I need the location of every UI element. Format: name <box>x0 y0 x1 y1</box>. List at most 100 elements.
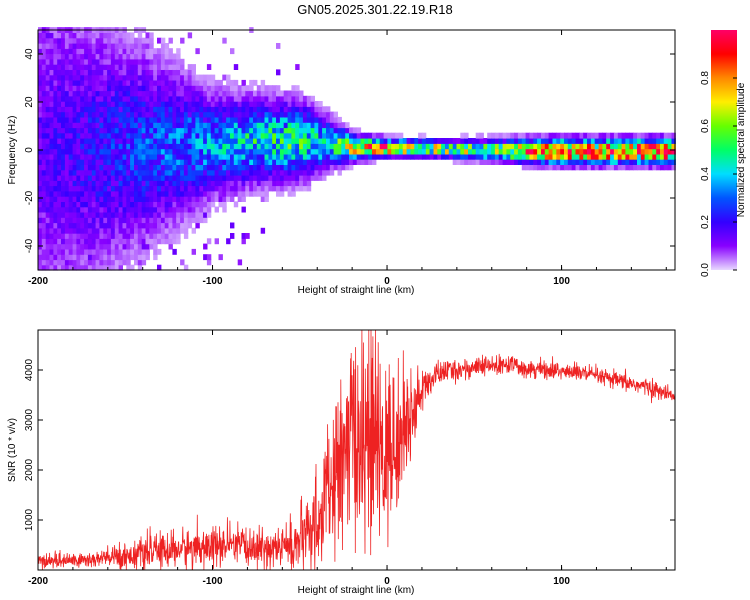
spectrogram-cell <box>107 222 112 229</box>
spectrogram-cell <box>203 79 208 86</box>
spectrogram-cell <box>276 90 281 97</box>
spectrogram-cell <box>199 217 204 224</box>
spectrogram-cell <box>360 132 365 139</box>
spectrogram-cell <box>103 111 108 118</box>
spectrogram-cell <box>429 143 434 150</box>
spectrogram-cell <box>310 138 315 144</box>
spectrogram-cell <box>38 259 43 266</box>
spectrogram-cell <box>299 95 304 102</box>
spectrogram-cell <box>141 106 147 113</box>
spectrogram-cell <box>195 132 200 139</box>
spectrogram-cell <box>594 148 600 155</box>
spectrogram-cell <box>134 254 139 261</box>
spectrogram-cell <box>38 201 43 208</box>
spectrogram-cell <box>72 48 77 55</box>
spectrogram-cell <box>180 180 185 187</box>
spectrogram-cell <box>110 227 116 234</box>
spectrogram-cell <box>187 32 193 39</box>
spectrogram-cell <box>260 90 266 97</box>
spectrogram-cell <box>68 211 74 218</box>
spectrogram-cell <box>176 185 181 192</box>
spectrogram-cell <box>183 101 189 107</box>
spectrogram-cell <box>191 217 196 224</box>
spectrogram-cell <box>241 95 246 102</box>
spectrogram-cell <box>494 159 500 165</box>
spectrogram-cell <box>456 153 461 160</box>
spectrogram-cell <box>114 116 120 123</box>
spectrogram-cell <box>241 138 246 144</box>
spectrogram-cell <box>64 201 70 208</box>
spectrogram-cell <box>191 132 196 139</box>
spectrogram-cell <box>652 164 657 171</box>
spectrogram-cell <box>187 74 193 81</box>
spectrogram-cell <box>110 153 116 160</box>
spectrogram-cell <box>318 127 323 134</box>
spectrogram-cell <box>264 101 269 107</box>
spectrogram-cell <box>326 122 331 129</box>
spectrogram-cell <box>118 175 123 181</box>
spectrogram-cell <box>606 132 611 139</box>
spectrogram-cell <box>191 190 196 197</box>
spectrogram-cell <box>49 79 54 86</box>
spectrogram-cell <box>126 122 131 129</box>
spectrogram-cell <box>137 106 143 113</box>
spectrogram-cell <box>95 206 100 213</box>
spectrogram-cell <box>356 132 362 139</box>
spectrogram-cell <box>491 148 496 155</box>
spectrogram-cell <box>141 53 147 60</box>
spectrogram-cell <box>164 201 170 208</box>
spectrogram-cell <box>314 148 319 155</box>
spectrogram-cell <box>176 90 181 97</box>
spectrogram-cell <box>122 248 127 255</box>
spectrogram-cell <box>49 106 54 113</box>
spectrogram-cell <box>145 248 150 255</box>
spectrogram-cell <box>264 153 269 160</box>
spectrogram-cell <box>283 185 289 192</box>
spectrogram-cell <box>103 43 108 49</box>
spectrogram-cell <box>95 85 100 92</box>
spectrogram-cell <box>157 64 162 70</box>
colorbar: 0.00.20.40.60.8 Normalized spectral ampl… <box>700 30 747 277</box>
spectrogram-cell <box>103 254 108 261</box>
spectrogram-cell <box>87 201 93 208</box>
spectrogram-cell <box>448 143 454 150</box>
spectrogram-cell <box>214 116 219 123</box>
spectrogram-cell <box>583 143 588 150</box>
spectrogram-cell <box>107 85 112 92</box>
spectrogram-cell <box>87 190 93 197</box>
spectrogram-cell <box>72 53 77 60</box>
spectrogram-cell <box>118 79 123 86</box>
spectrogram-cell <box>283 169 289 176</box>
spectrogram-cell <box>72 74 77 81</box>
spectrogram-cell <box>268 85 273 92</box>
spectrogram-cell <box>137 95 143 102</box>
spectrogram-cell <box>195 101 200 107</box>
spectrogram-cell <box>276 190 281 197</box>
spectrogram-cell <box>118 69 123 76</box>
spectrogram-cell <box>425 148 431 155</box>
spectrogram-cell <box>41 69 47 76</box>
spectrogram-cell <box>130 101 135 107</box>
spectrogram-cell <box>64 238 70 245</box>
spectrogram-cell <box>157 85 162 92</box>
spectrogram-cell <box>602 153 607 160</box>
spectrogram-cell <box>49 32 54 39</box>
spectrogram-cell <box>349 143 354 150</box>
spectrogram-cell <box>276 111 281 118</box>
spectrogram-cell <box>272 153 277 160</box>
spectrogram-cell <box>560 164 565 171</box>
spectrogram-cell <box>87 111 93 118</box>
spectrogram-cell <box>345 132 350 139</box>
spectrogram-cell <box>253 159 258 165</box>
spectrogram-cell <box>230 79 235 86</box>
spectrogram-cell <box>276 106 281 113</box>
spectrogram-cell <box>134 164 139 171</box>
spectrogram-cell <box>72 159 77 165</box>
spectrogram-cell <box>122 111 127 118</box>
spectrogram-cell <box>195 106 200 113</box>
spectrogram-cell <box>352 148 358 155</box>
spectrogram-cell <box>61 37 66 44</box>
spectrogram-cell <box>149 159 154 165</box>
spectrogram-cell <box>68 74 74 81</box>
spectrogram-cell <box>241 233 246 239</box>
